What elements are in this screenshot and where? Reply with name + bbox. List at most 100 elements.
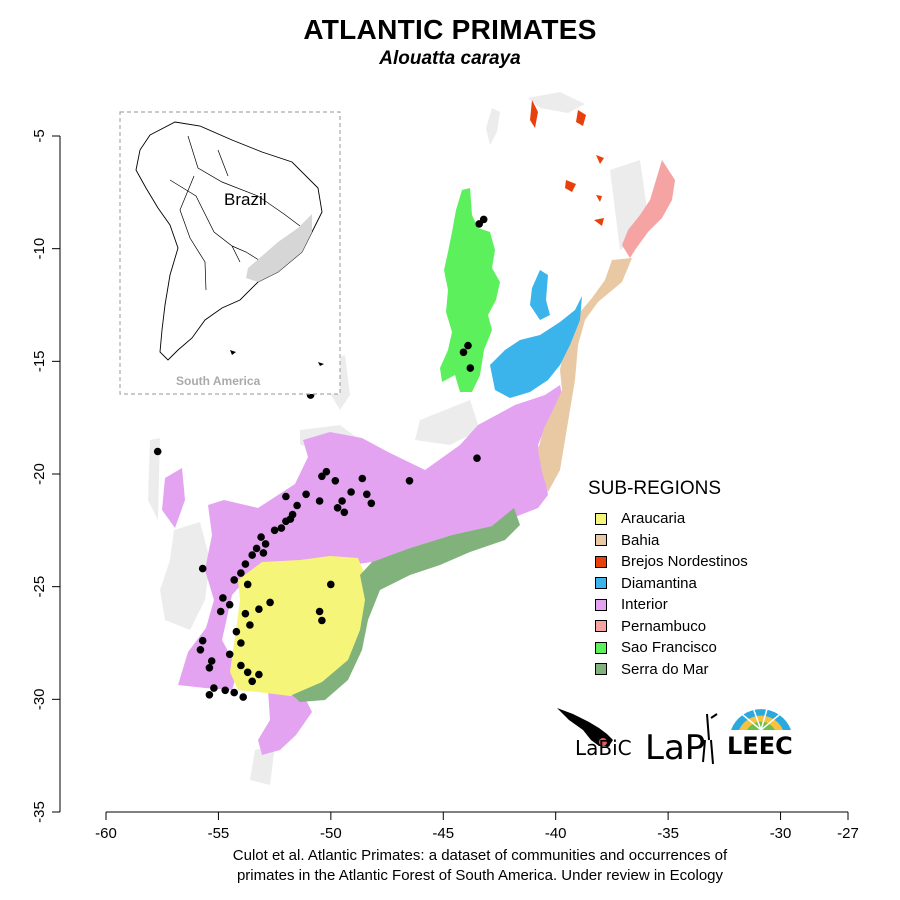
- occurrence-point: [248, 677, 256, 686]
- occurrence-point: [327, 580, 335, 589]
- bird-throat-icon: [599, 738, 607, 746]
- y-ticks: -5 -10 -15 -20 -25 -30 -35: [31, 129, 60, 823]
- x-tick-label: -60: [95, 825, 117, 842]
- occurrence-point: [286, 515, 295, 523]
- occurrence-point: [358, 474, 367, 483]
- legend-swatch: [595, 663, 607, 676]
- region-interior-west: [162, 468, 185, 528]
- occurrence-point: [318, 616, 326, 625]
- occurrence-point: [277, 524, 286, 532]
- region-araucaria: [230, 556, 372, 696]
- x-tick-label: -55: [208, 825, 230, 842]
- occurrence-point: [237, 569, 245, 577]
- occurrence-point: [473, 454, 481, 463]
- x-tick-label: -27: [837, 825, 859, 842]
- occurrence-point: [293, 501, 301, 510]
- occurrence-point: [266, 598, 274, 607]
- occurrence-point: [367, 499, 376, 508]
- legend: SUB-REGIONS Araucaria Bahia Brejos Nordest…: [588, 478, 748, 680]
- inset-atlantic-forest: [246, 214, 312, 282]
- leec-fan-icon: [731, 701, 791, 731]
- legend-label: Sao Francisco: [621, 639, 717, 657]
- legend-label: Araucaria: [621, 510, 686, 528]
- occurrence-point: [230, 576, 238, 584]
- occurrence-point: [239, 693, 247, 701]
- page-title: ATLANTIC PRIMATES: [303, 14, 597, 45]
- lap-logo-text: LaP: [645, 728, 706, 768]
- occurrence-point: [243, 668, 252, 677]
- occurrence-point: [302, 490, 310, 499]
- y-tick-label: -35: [31, 801, 48, 823]
- legend-label: Interior: [621, 596, 668, 614]
- legend-item: Sao Francisco: [595, 637, 748, 659]
- bird-icon: [557, 708, 613, 746]
- x-tick-label: -50: [320, 825, 342, 842]
- logos: LaBiC LaP LEEC: [555, 700, 795, 770]
- occurrence-point: [225, 600, 234, 609]
- occurrence-point: [459, 348, 468, 357]
- legend-swatch: [595, 512, 607, 525]
- occurrence-point: [255, 605, 263, 613]
- inset-country-label: Brazil: [224, 190, 267, 209]
- legend-label: Bahia: [621, 531, 660, 549]
- occurrence-point: [405, 477, 414, 485]
- leec-logo-text: LEEC: [727, 732, 793, 760]
- region-serra-do-mar: [292, 508, 520, 702]
- caption-line-2: primates in the Atlantic Forest of South…: [236, 867, 724, 884]
- legend-swatch: [595, 620, 607, 633]
- legend-swatch: [595, 555, 607, 568]
- legend-item: Interior: [595, 594, 748, 616]
- occurrence-point: [363, 490, 371, 499]
- occurrence-point: [196, 646, 205, 654]
- region-brejos-nordestinos: [530, 100, 604, 226]
- occurrence-point: [466, 364, 475, 372]
- occurrence-point: [315, 497, 324, 505]
- occurrence-point: [252, 544, 261, 553]
- occurrence-point: [225, 650, 234, 659]
- occurrence-point: [255, 670, 263, 679]
- occurrence-point: [237, 639, 245, 647]
- region-interior-south: [258, 688, 312, 755]
- region-diamantina-south: [490, 296, 582, 398]
- y-tick-label: -15: [31, 350, 48, 372]
- legend-label: Brejos Nordestinos: [621, 553, 748, 571]
- region-sao-francisco: [440, 188, 500, 392]
- occurrence-point: [221, 686, 229, 695]
- legend-item: Brejos Nordestinos: [595, 551, 748, 573]
- occurrence-point: [318, 472, 326, 481]
- species-subtitle: Alouatta caraya: [379, 48, 521, 69]
- occurrence-point: [205, 691, 214, 699]
- occurrence-point: [243, 580, 252, 589]
- occurrence-point: [333, 504, 342, 512]
- logo-graphics: [557, 701, 791, 765]
- legend-item: Pernambuco: [595, 616, 748, 638]
- occurrence-points: [153, 215, 488, 701]
- occurrence-point: [198, 564, 207, 573]
- y-tick-label: -20: [31, 463, 48, 485]
- caption-line-1: Culot et al. Atlantic Primates: a datase…: [232, 847, 728, 864]
- occurrence-point: [338, 497, 346, 505]
- occurrence-point: [340, 508, 349, 517]
- occurrence-point: [230, 688, 238, 697]
- legend-item: Bahia: [595, 530, 748, 552]
- legend-items: Araucaria Bahia Brejos Nordestinos Diamanti…: [588, 508, 748, 680]
- legend-label: Serra do Mar: [621, 660, 709, 678]
- legend-item: Araucaria: [595, 508, 748, 530]
- occurrence-point: [331, 477, 340, 485]
- labic-logo-text: LaBiC: [575, 736, 632, 760]
- occurrence-point: [261, 540, 270, 548]
- occurrence-point: [347, 488, 355, 496]
- y-tick-label: -5: [31, 129, 48, 142]
- occurrence-point: [270, 526, 279, 535]
- occurrence-point: [198, 636, 207, 645]
- legend-item: Diamantina: [595, 573, 748, 595]
- x-tick-label: -40: [545, 825, 567, 842]
- inset-map: [119, 111, 341, 395]
- region-diamantina: [530, 270, 550, 320]
- occurrence-point: [219, 594, 227, 602]
- region-bahia: [538, 258, 632, 492]
- legend-label: Diamantina: [621, 574, 697, 592]
- occurrence-point: [475, 220, 484, 228]
- y-tick-label: -30: [31, 688, 48, 710]
- background-forest-remnants: [148, 92, 650, 785]
